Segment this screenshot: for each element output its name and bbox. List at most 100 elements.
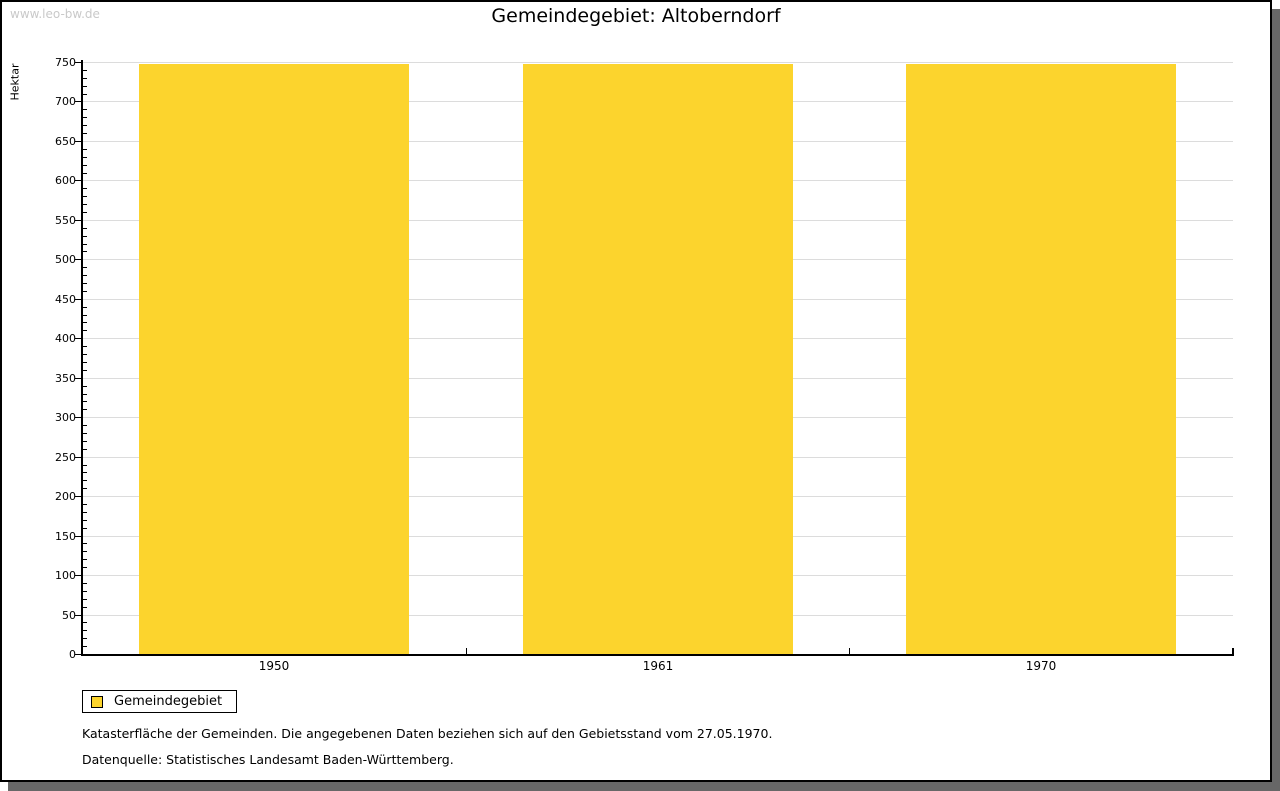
y-tick-label: 150 [55,530,76,543]
y-tick-label: 200 [55,490,76,503]
y-major-tick [75,299,83,300]
legend-label: Gemeindegebiet [114,694,223,709]
y-minor-tick [83,307,87,308]
legend-swatch-icon [91,695,103,708]
y-gridline [83,62,1233,63]
y-major-tick [75,338,83,339]
y-tick-label: 350 [55,372,76,385]
y-minor-tick [83,551,87,552]
y-minor-tick [83,228,87,229]
y-minor-tick [83,354,87,355]
y-minor-tick [83,149,87,150]
y-minor-tick [83,370,87,371]
y-minor-tick [83,583,87,584]
x-axis-line [81,654,1234,656]
y-minor-tick [83,480,87,481]
y-minor-tick [83,543,87,544]
watermark: www.leo-bw.de [10,7,100,21]
y-minor-tick [83,449,87,450]
y-minor-tick [83,394,87,395]
y-major-tick [75,141,83,142]
y-minor-tick [83,386,87,387]
footer-note: Katasterfläche der Gemeinden. Die angege… [82,726,773,741]
y-minor-tick [83,630,87,631]
bar-1970 [906,64,1176,654]
y-minor-tick [83,520,87,521]
y-minor-tick [83,86,87,87]
y-minor-tick [83,512,87,513]
y-major-tick [75,457,83,458]
y-minor-tick [83,188,87,189]
y-minor-tick [83,204,87,205]
y-major-tick [75,101,83,102]
y-minor-tick [83,465,87,466]
y-minor-tick [83,133,87,134]
y-minor-tick [83,441,87,442]
y-minor-tick [83,559,87,560]
y-tick-label: 600 [55,174,76,187]
y-minor-tick [83,109,87,110]
y-minor-tick [83,165,87,166]
x-boundary-tick [849,648,850,654]
x-tick-label-1961: 1961 [642,659,674,673]
y-major-tick [75,496,83,497]
y-minor-tick [83,70,87,71]
y-minor-tick [83,433,87,434]
y-minor-tick [83,591,87,592]
y-major-tick [75,536,83,537]
y-minor-tick [83,117,87,118]
y-minor-tick [83,622,87,623]
y-minor-tick [83,236,87,237]
y-minor-tick [83,157,87,158]
y-tick-label: 0 [69,648,76,661]
y-minor-tick [83,472,87,473]
y-minor-tick [83,646,87,647]
y-minor-tick [83,346,87,347]
y-tick-label: 750 [55,56,76,69]
y-minor-tick [83,528,87,529]
y-minor-tick [83,212,87,213]
y-axis-line [81,60,83,656]
y-tick-label: 550 [55,214,76,227]
legend: Gemeindegebiet [82,690,238,713]
y-minor-tick [83,251,87,252]
y-tick-label: 300 [55,411,76,424]
x-axis-end-tick [1232,648,1234,654]
chart-title: Gemeindegebiet: Altoberndorf [491,5,781,27]
y-tick-label: 500 [55,253,76,266]
y-tick-label: 250 [55,451,76,464]
y-minor-tick [83,488,87,489]
bar-1950 [139,64,409,654]
y-tick-label: 400 [55,332,76,345]
y-major-tick [75,259,83,260]
y-minor-tick [83,362,87,363]
y-minor-tick [83,173,87,174]
x-tick-label-1970: 1970 [1025,659,1057,673]
y-minor-tick [83,267,87,268]
y-minor-tick [83,291,87,292]
y-minor-tick [83,125,87,126]
y-axis-label: Hektar [8,63,22,101]
y-major-tick [75,378,83,379]
y-minor-tick [83,607,87,608]
y-minor-tick [83,401,87,402]
y-major-tick [75,62,83,63]
y-minor-tick [83,409,87,410]
y-tick-label: 450 [55,293,76,306]
y-minor-tick [83,94,87,95]
footer-source: Datenquelle: Statistisches Landesamt Bad… [82,752,454,767]
y-minor-tick [83,315,87,316]
y-major-tick [75,654,83,655]
x-boundary-tick [466,648,467,654]
y-minor-tick [83,599,87,600]
y-major-tick [75,220,83,221]
y-tick-label: 650 [55,135,76,148]
y-minor-tick [83,504,87,505]
y-major-tick [75,615,83,616]
y-major-tick [75,575,83,576]
bar-1961 [523,64,793,654]
y-minor-tick [83,330,87,331]
y-tick-label: 50 [62,609,76,622]
y-tick-label: 700 [55,95,76,108]
